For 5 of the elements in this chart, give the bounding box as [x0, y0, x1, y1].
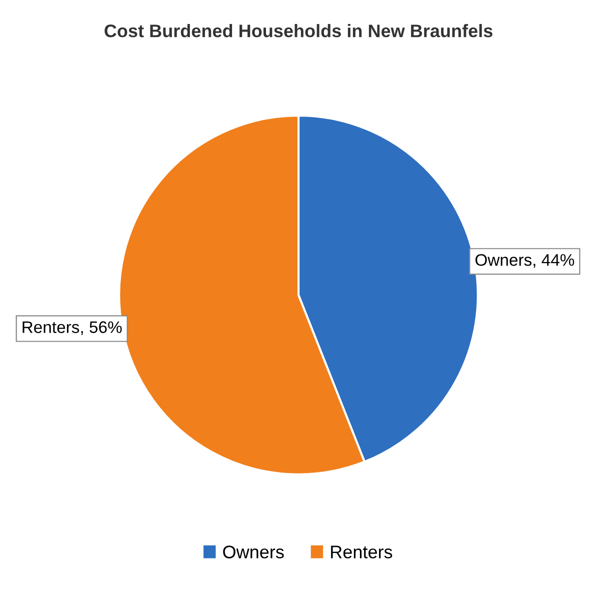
legend-label: Renters: [331, 546, 392, 558]
legend-label: Owners: [223, 546, 284, 558]
data-label: Owners, 44%: [475, 254, 574, 268]
data-label: Renters, 56%: [22, 321, 122, 336]
chart-title: Cost Burdened Households in New Braunfels: [104, 24, 492, 38]
